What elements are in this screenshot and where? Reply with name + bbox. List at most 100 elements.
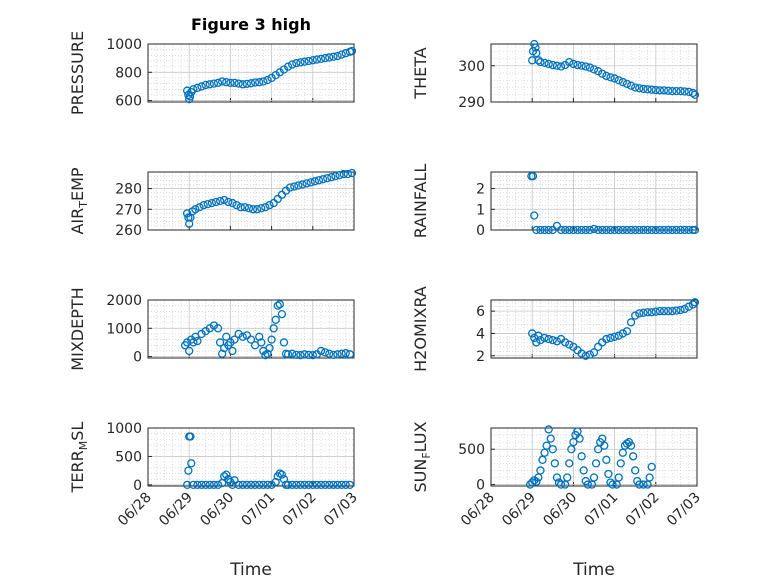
data-point xyxy=(242,79,252,89)
data-point xyxy=(300,350,309,359)
data-point xyxy=(283,480,293,490)
data-point xyxy=(189,338,198,347)
data-point xyxy=(333,480,342,490)
panel-terr-msl: 0 500 1000 06/28 06/29 06/30 07/01 07/02 07/03 TE… xyxy=(68,421,361,529)
axes-frame xyxy=(490,427,698,487)
data-point xyxy=(263,75,272,85)
y-axis-label: TERRMSL xyxy=(68,422,90,494)
data-point xyxy=(329,480,338,490)
y-tick-label: 2000 xyxy=(106,293,142,309)
x-tick-label: 06/29 xyxy=(499,490,539,530)
data-point xyxy=(606,225,615,235)
data-point xyxy=(585,225,595,235)
data-point xyxy=(246,335,256,344)
data-point xyxy=(544,59,553,69)
data-point xyxy=(341,480,350,490)
data-point xyxy=(321,53,330,63)
data-point xyxy=(232,200,241,210)
data-point xyxy=(345,480,355,490)
data-point xyxy=(676,305,685,315)
axes-frame xyxy=(147,427,355,487)
data-point xyxy=(296,480,305,490)
data-point xyxy=(277,470,287,479)
x-tick-label: 06/30 xyxy=(197,490,237,530)
data-point xyxy=(610,225,619,235)
data-point xyxy=(668,307,677,316)
y-tick-label: 500 xyxy=(115,449,142,465)
axes-box xyxy=(490,427,698,487)
data-point xyxy=(676,225,685,235)
x-axis-label-left: Time xyxy=(229,560,272,580)
data-point xyxy=(244,204,254,213)
data-point xyxy=(294,181,303,190)
data-point xyxy=(316,480,326,490)
data-point xyxy=(300,57,309,66)
data-point xyxy=(532,48,541,58)
y-tick-label: 270 xyxy=(115,202,142,218)
data-point xyxy=(680,225,689,235)
data-point xyxy=(550,459,560,468)
data-point xyxy=(602,455,611,464)
data-point xyxy=(195,203,204,212)
data-point xyxy=(565,340,574,349)
data-point xyxy=(639,225,648,235)
data-point xyxy=(187,459,196,468)
data-point xyxy=(573,225,582,235)
data-point xyxy=(230,476,239,485)
y-axis-label: AIRTEMP xyxy=(68,167,90,234)
data-point xyxy=(622,327,632,336)
y-tick-label: 600 xyxy=(115,94,142,110)
data-point xyxy=(668,86,677,96)
data-point xyxy=(688,88,698,98)
panel-h2omixra: 2 4 6 H2OMIXRA xyxy=(411,286,700,372)
data-point xyxy=(614,76,623,85)
data-point xyxy=(185,92,195,101)
data-point xyxy=(602,225,611,235)
data-point xyxy=(593,225,603,235)
y-tick-label: 2 xyxy=(476,349,485,365)
data-point xyxy=(308,480,317,490)
data-point xyxy=(329,350,338,360)
data-point xyxy=(314,176,324,185)
data-point xyxy=(285,183,295,192)
data-point xyxy=(255,332,264,341)
data-point xyxy=(213,324,223,333)
data-point xyxy=(255,480,264,490)
data-point xyxy=(664,225,673,235)
data-point xyxy=(659,86,669,95)
axes-frame xyxy=(147,171,355,231)
data-point xyxy=(312,480,322,490)
data-point xyxy=(655,225,665,235)
data-point xyxy=(222,78,231,87)
data-point xyxy=(242,480,252,490)
data-point xyxy=(688,300,698,309)
data-point xyxy=(308,351,317,360)
data-point xyxy=(257,338,266,347)
data-point xyxy=(631,225,640,235)
data-point xyxy=(325,53,334,62)
data-point xyxy=(238,332,247,341)
data-point xyxy=(577,225,586,235)
data-point xyxy=(552,61,562,70)
data-point xyxy=(215,338,225,347)
data-point xyxy=(240,203,249,212)
data-point xyxy=(591,459,601,468)
data-point xyxy=(528,478,537,487)
data-point xyxy=(271,315,280,324)
data-point xyxy=(581,351,590,360)
axes-frame xyxy=(490,43,698,103)
data-point xyxy=(246,79,256,88)
data-point xyxy=(316,54,326,64)
axes-box xyxy=(147,43,355,103)
axes-frame xyxy=(147,43,355,103)
y-axis-label: MIXDEPTH xyxy=(68,287,87,370)
data-point xyxy=(639,84,648,94)
data-point xyxy=(213,78,223,88)
data-point xyxy=(325,349,334,358)
y-axis-label: RAINFALL xyxy=(411,164,430,239)
data-point xyxy=(542,441,551,450)
figure-title: Figure 3 high xyxy=(191,15,311,34)
data-point xyxy=(556,225,566,235)
data-point xyxy=(215,196,225,206)
